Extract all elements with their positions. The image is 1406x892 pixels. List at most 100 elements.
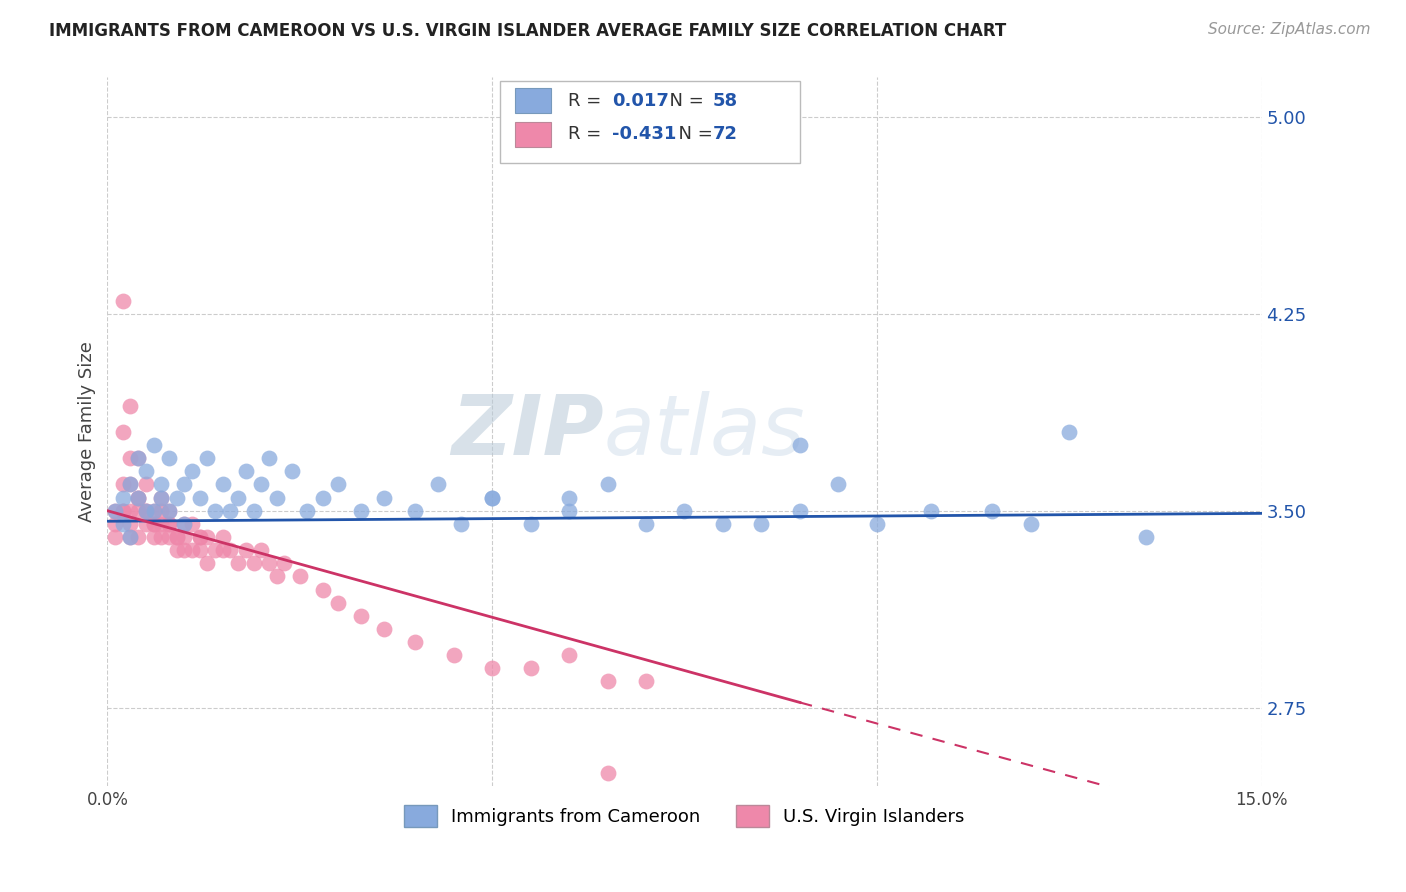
- Point: [173, 516, 195, 531]
- Bar: [515, 88, 551, 113]
- Point: [204, 543, 226, 558]
- Point: [634, 516, 657, 531]
- Point: [266, 569, 288, 583]
- Point: [235, 464, 257, 478]
- Point: [273, 556, 295, 570]
- Point: [250, 477, 273, 491]
- Point: [328, 477, 350, 491]
- Point: [166, 530, 188, 544]
- Point: [866, 516, 889, 531]
- Point: [188, 530, 211, 544]
- Text: IMMIGRANTS FROM CAMEROON VS U.S. VIRGIN ISLANDER AVERAGE FAMILY SIZE CORRELATION: IMMIGRANTS FROM CAMEROON VS U.S. VIRGIN …: [49, 22, 1007, 40]
- Text: 58: 58: [713, 92, 738, 110]
- Point: [104, 530, 127, 544]
- Text: R =: R =: [568, 125, 607, 143]
- Point: [350, 608, 373, 623]
- Point: [427, 477, 450, 491]
- Point: [157, 504, 180, 518]
- Point: [166, 543, 188, 558]
- Point: [789, 438, 811, 452]
- Point: [281, 464, 304, 478]
- Point: [135, 504, 157, 518]
- Point: [127, 504, 149, 518]
- Point: [257, 451, 280, 466]
- Point: [197, 556, 219, 570]
- Point: [127, 530, 149, 544]
- Legend: Immigrants from Cameroon, U.S. Virgin Islanders: Immigrants from Cameroon, U.S. Virgin Is…: [396, 797, 972, 834]
- Point: [226, 491, 249, 505]
- Y-axis label: Average Family Size: Average Family Size: [79, 342, 96, 523]
- Point: [166, 491, 188, 505]
- Point: [328, 596, 350, 610]
- Point: [188, 530, 211, 544]
- Point: [135, 477, 157, 491]
- Point: [197, 451, 219, 466]
- Point: [111, 477, 134, 491]
- Point: [211, 477, 233, 491]
- Point: [157, 530, 180, 544]
- Point: [157, 516, 180, 531]
- Point: [519, 516, 541, 531]
- Point: [127, 491, 149, 505]
- Point: [150, 504, 173, 518]
- Point: [596, 477, 619, 491]
- Point: [197, 530, 219, 544]
- Text: N =: N =: [658, 92, 710, 110]
- Point: [157, 516, 180, 531]
- Point: [204, 504, 226, 518]
- Point: [827, 477, 849, 491]
- Point: [166, 530, 188, 544]
- Text: 0.017: 0.017: [613, 92, 669, 110]
- Point: [120, 504, 142, 518]
- Point: [150, 530, 173, 544]
- Point: [111, 516, 134, 531]
- Point: [127, 491, 149, 505]
- Point: [242, 504, 264, 518]
- Point: [135, 464, 157, 478]
- Point: [481, 661, 503, 675]
- Point: [404, 504, 426, 518]
- Point: [111, 504, 134, 518]
- Point: [142, 530, 165, 544]
- Point: [135, 504, 157, 518]
- Point: [111, 504, 134, 518]
- Point: [120, 516, 142, 531]
- Point: [142, 516, 165, 531]
- Point: [173, 530, 195, 544]
- Point: [297, 504, 319, 518]
- Text: atlas: atlas: [603, 392, 806, 473]
- Point: [188, 491, 211, 505]
- Point: [373, 622, 395, 636]
- Text: N =: N =: [666, 125, 718, 143]
- Bar: [515, 121, 551, 146]
- Point: [111, 491, 134, 505]
- Point: [596, 766, 619, 780]
- Point: [120, 399, 142, 413]
- Point: [150, 477, 173, 491]
- Point: [250, 543, 273, 558]
- Point: [157, 504, 180, 518]
- Point: [142, 438, 165, 452]
- Point: [111, 425, 134, 439]
- Point: [481, 491, 503, 505]
- Text: Source: ZipAtlas.com: Source: ZipAtlas.com: [1208, 22, 1371, 37]
- Point: [1019, 516, 1042, 531]
- Point: [920, 504, 942, 518]
- Point: [257, 556, 280, 570]
- Point: [634, 674, 657, 689]
- Point: [266, 491, 288, 505]
- Point: [181, 516, 204, 531]
- Point: [219, 543, 242, 558]
- Point: [789, 504, 811, 518]
- Point: [181, 543, 204, 558]
- Point: [1135, 530, 1157, 544]
- Point: [104, 516, 127, 531]
- Point: [558, 648, 581, 663]
- Point: [188, 543, 211, 558]
- Point: [219, 504, 242, 518]
- Point: [443, 648, 465, 663]
- Point: [127, 451, 149, 466]
- Point: [181, 464, 204, 478]
- Point: [111, 293, 134, 308]
- Point: [312, 491, 335, 505]
